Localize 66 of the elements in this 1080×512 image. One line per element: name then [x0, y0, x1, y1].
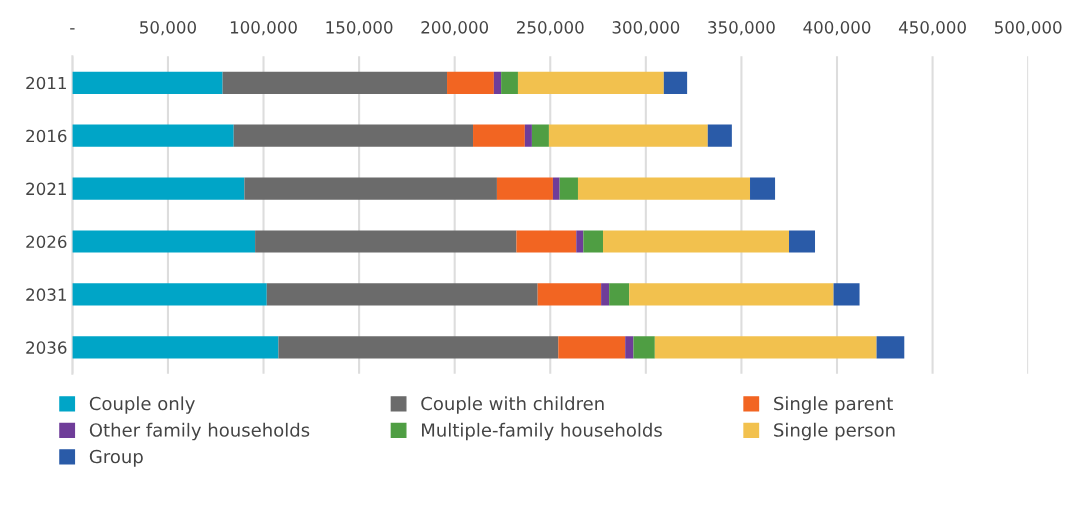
x-tick-label: -	[70, 28, 75, 30]
y-tick-label: 2016	[26, 129, 67, 143]
bar	[517, 71, 664, 94]
bar	[750, 177, 776, 200]
x-tick-label: 100,000	[230, 21, 297, 36]
bar	[576, 230, 584, 253]
bar	[233, 124, 474, 147]
x-tick-label: 200,000	[421, 21, 489, 36]
legend-label: Couple with children	[421, 396, 604, 414]
bar	[629, 283, 834, 306]
bar	[72, 124, 234, 147]
x-tick-label: 350,000	[708, 21, 775, 36]
bar	[654, 336, 877, 359]
y-tick-label: 2021	[26, 182, 66, 196]
legend-label: Single person	[774, 422, 895, 441]
bar	[603, 230, 790, 253]
bar	[278, 336, 559, 359]
bar	[537, 283, 602, 306]
legend-label: Other family households	[89, 422, 310, 441]
bar	[473, 124, 525, 147]
bar	[244, 177, 497, 200]
bar	[524, 124, 532, 147]
bar	[558, 336, 626, 359]
bar	[72, 177, 245, 200]
x-tick-label: 50,000	[140, 21, 196, 36]
bar	[72, 336, 279, 359]
bar	[625, 336, 634, 359]
bar	[222, 71, 448, 94]
bar	[633, 336, 655, 359]
bar	[501, 71, 518, 94]
bar	[559, 177, 578, 200]
y-tick-label: 2026	[26, 235, 67, 249]
bar	[833, 283, 860, 306]
bar	[663, 71, 688, 94]
bar	[493, 71, 502, 94]
y-tick-label: 2011	[26, 76, 66, 90]
x-tick-label: 250,000	[517, 21, 584, 36]
legend-label: Multiple-family households	[422, 422, 662, 441]
bar	[72, 71, 223, 94]
bar	[72, 283, 267, 306]
bar	[496, 177, 553, 200]
bar	[447, 71, 494, 94]
bar	[548, 124, 708, 147]
bar	[601, 283, 610, 306]
bar	[583, 230, 604, 253]
bar	[577, 177, 751, 200]
legend-label: Couple only	[89, 396, 195, 414]
bar	[266, 283, 538, 306]
y-tick-label: 2036	[26, 341, 67, 354]
legend-label: Group	[89, 449, 143, 467]
bar	[707, 124, 732, 147]
bar	[255, 230, 517, 253]
x-tick-label: 150,000	[326, 21, 393, 36]
legend-label: Single parent	[774, 396, 893, 414]
bar	[552, 177, 560, 200]
bar	[516, 230, 577, 253]
x-tick-label: 500,000	[994, 21, 1062, 36]
bar	[876, 336, 905, 359]
bar	[531, 124, 549, 147]
y-tick-label: 2031	[26, 288, 66, 301]
x-tick-label: 300,000	[612, 21, 680, 36]
bar	[72, 230, 256, 253]
x-tick-label: 400,000	[803, 21, 871, 36]
bar	[789, 230, 816, 253]
x-tick-label: 450,000	[898, 21, 966, 36]
bar	[609, 283, 630, 306]
